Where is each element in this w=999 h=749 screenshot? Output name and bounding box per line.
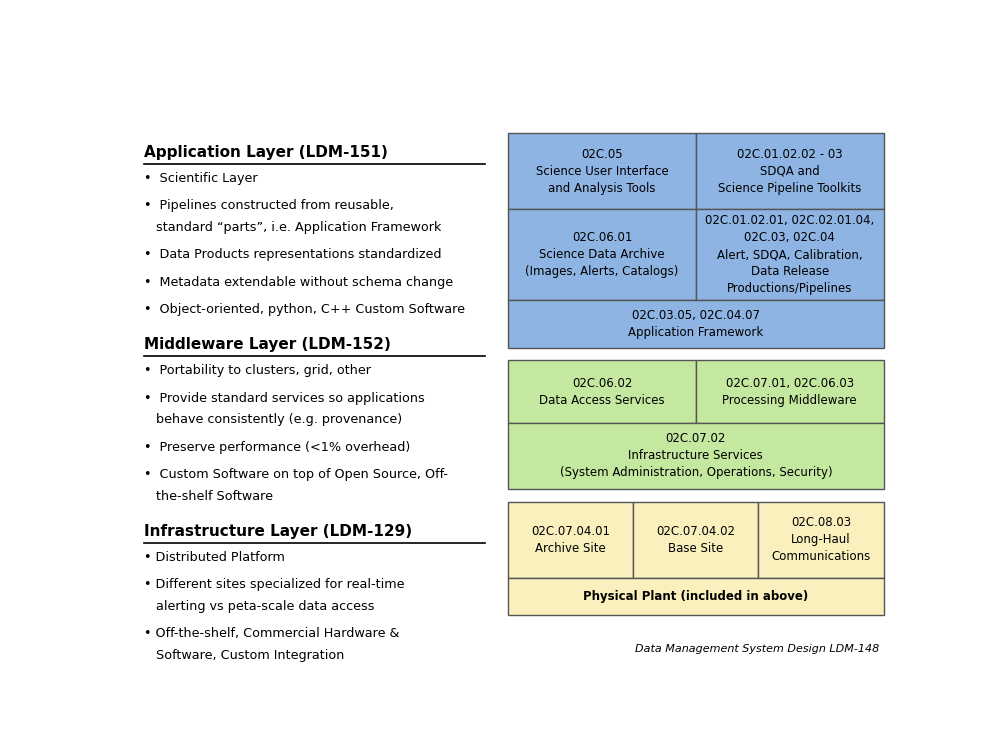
- Text: 02C.03.05, 02C.04.07
Application Framework: 02C.03.05, 02C.04.07 Application Framewo…: [628, 309, 763, 339]
- FancyBboxPatch shape: [508, 360, 696, 422]
- Text: •  Data Products representations standardized: • Data Products representations standard…: [144, 249, 442, 261]
- Text: 02C.07.04.01
Archive Site: 02C.07.04.01 Archive Site: [531, 525, 610, 555]
- Text: 02C.05
Science User Interface
and Analysis Tools: 02C.05 Science User Interface and Analys…: [535, 148, 668, 195]
- Text: • Off-the-shelf, Commercial Hardware &: • Off-the-shelf, Commercial Hardware &: [144, 628, 400, 640]
- Text: •  Pipelines constructed from reusable,: • Pipelines constructed from reusable,: [144, 199, 395, 213]
- Text: •  Scientific Layer: • Scientific Layer: [144, 172, 258, 185]
- FancyBboxPatch shape: [508, 133, 696, 209]
- FancyBboxPatch shape: [758, 502, 883, 577]
- Text: 02C.01.02.02 - 03
SDQA and
Science Pipeline Toolkits: 02C.01.02.02 - 03 SDQA and Science Pipel…: [718, 148, 861, 195]
- FancyBboxPatch shape: [508, 422, 883, 489]
- Text: •  Portability to clusters, grid, other: • Portability to clusters, grid, other: [144, 365, 372, 377]
- Text: Infrastructure Layer (LDM-129): Infrastructure Layer (LDM-129): [144, 524, 413, 539]
- Text: 02C.06.01
Science Data Archive
(Images, Alerts, Catalogs): 02C.06.01 Science Data Archive (Images, …: [525, 231, 678, 279]
- FancyBboxPatch shape: [508, 209, 696, 300]
- Text: the-shelf Software: the-shelf Software: [144, 490, 274, 503]
- Text: Application Layer (LDM-151): Application Layer (LDM-151): [144, 145, 388, 160]
- Text: 02C.01.02.01, 02C.02.01.04,
02C.03, 02C.04
Alert, SDQA, Calibration,
Data Releas: 02C.01.02.01, 02C.02.01.04, 02C.03, 02C.…: [705, 214, 874, 295]
- Text: 02C.06.02
Data Access Services: 02C.06.02 Data Access Services: [539, 377, 664, 407]
- Text: 02C.07.02
Infrastructure Services
(System Administration, Operations, Security): 02C.07.02 Infrastructure Services (Syste…: [559, 432, 832, 479]
- FancyBboxPatch shape: [696, 360, 883, 422]
- FancyBboxPatch shape: [508, 300, 883, 348]
- FancyBboxPatch shape: [633, 502, 758, 577]
- Text: •  Object-oriented, python, C++ Custom Software: • Object-oriented, python, C++ Custom So…: [144, 303, 466, 315]
- Text: •  Provide standard services so applications: • Provide standard services so applicati…: [144, 392, 425, 404]
- Text: • Distributed Platform: • Distributed Platform: [144, 551, 285, 564]
- Text: 02C.08.03
Long-Haul
Communications: 02C.08.03 Long-Haul Communications: [771, 516, 871, 563]
- FancyBboxPatch shape: [696, 209, 883, 300]
- Text: Physical Plant (included in above): Physical Plant (included in above): [583, 590, 808, 603]
- Text: standard “parts”, i.e. Application Framework: standard “parts”, i.e. Application Frame…: [144, 222, 442, 234]
- Text: •  Preserve performance (<1% overhead): • Preserve performance (<1% overhead): [144, 440, 411, 454]
- Text: behave consistently (e.g. provenance): behave consistently (e.g. provenance): [144, 413, 403, 426]
- FancyBboxPatch shape: [508, 577, 883, 615]
- FancyBboxPatch shape: [508, 502, 633, 577]
- Text: alerting vs peta-scale data access: alerting vs peta-scale data access: [144, 600, 375, 613]
- Text: Software, Custom Integration: Software, Custom Integration: [144, 649, 345, 662]
- Text: 02C.07.01, 02C.06.03
Processing Middleware: 02C.07.01, 02C.06.03 Processing Middlewa…: [722, 377, 857, 407]
- Text: •  Custom Software on top of Open Source, Off-: • Custom Software on top of Open Source,…: [144, 467, 449, 481]
- Text: Middleware Layer (LDM-152): Middleware Layer (LDM-152): [144, 337, 391, 352]
- Text: 02C.07.04.02
Base Site: 02C.07.04.02 Base Site: [656, 525, 735, 555]
- Text: •  Metadata extendable without schema change: • Metadata extendable without schema cha…: [144, 276, 454, 288]
- Text: • Different sites specialized for real-time: • Different sites specialized for real-t…: [144, 578, 405, 592]
- FancyBboxPatch shape: [696, 133, 883, 209]
- Text: Data Management System Design LDM-148: Data Management System Design LDM-148: [635, 644, 880, 654]
